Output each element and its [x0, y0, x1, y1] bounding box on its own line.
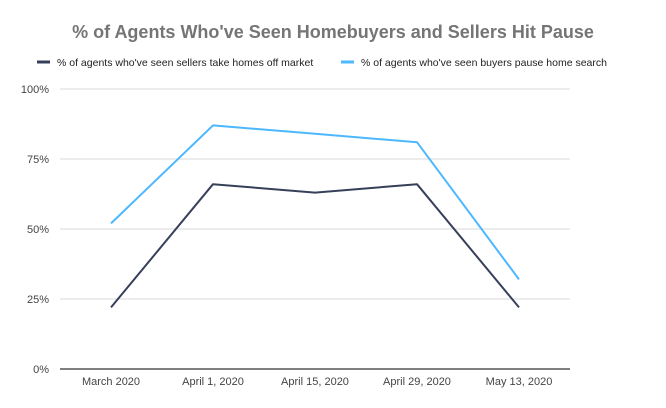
x-tick-label: April 1, 2020: [182, 376, 244, 388]
legend-label: % of agents who've seen buyers pause hom…: [361, 57, 607, 69]
x-tick-label: May 13, 2020: [486, 376, 553, 388]
x-tick-label: April 29, 2020: [383, 376, 451, 388]
y-axis: 0% 25% 50% 75% 100%: [21, 84, 49, 376]
legend-label: % of agents who've seen sellers take hom…: [57, 57, 313, 69]
x-axis: March 2020 April 1, 2020 April 15, 2020 Apr…: [82, 376, 552, 388]
y-tick-label: 0%: [33, 364, 49, 376]
y-tick-label: 50%: [27, 224, 49, 236]
x-tick-label: March 2020: [82, 376, 140, 388]
series-line-2: [110, 124, 520, 280]
series-line-1: [110, 183, 520, 309]
y-tick-label: 75%: [27, 154, 49, 166]
y-tick-label: 25%: [27, 294, 49, 306]
y-tick-label: 100%: [21, 84, 49, 96]
x-tick-label: April 15, 2020: [281, 376, 349, 388]
legend: % of agents who've seen sellers take hom…: [37, 57, 607, 69]
series-lines: [110, 124, 520, 309]
chart-title: % of Agents Who've Seen Homebuyers and S…: [72, 22, 594, 42]
gridlines: [60, 88, 570, 370]
